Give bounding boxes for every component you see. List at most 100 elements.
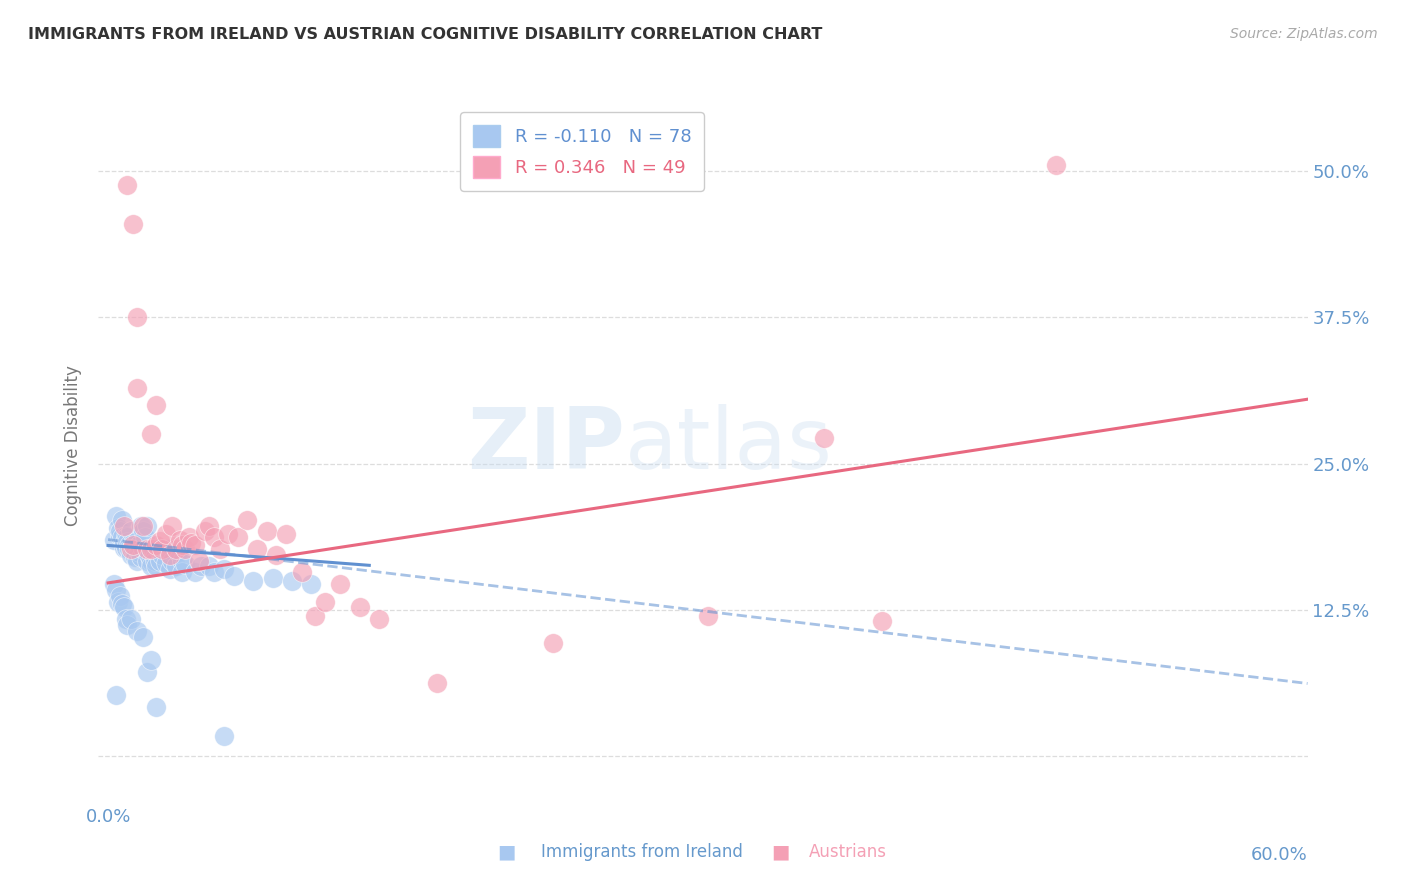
- Point: [179, 530, 201, 544]
- Point: [145, 538, 167, 552]
- Point: [132, 518, 155, 533]
- Point: [194, 524, 217, 539]
- Point: [1045, 158, 1067, 172]
- Text: 60.0%: 60.0%: [1251, 846, 1308, 863]
- Point: [149, 554, 172, 568]
- Point: [217, 526, 239, 541]
- Point: [188, 554, 211, 568]
- Point: [155, 526, 177, 541]
- Point: [127, 624, 149, 638]
- Text: atlas: atlas: [624, 404, 832, 488]
- Point: [274, 526, 297, 541]
- Point: [170, 566, 193, 580]
- Legend: R = -0.110   N = 78, R = 0.346   N = 49: R = -0.110 N = 78, R = 0.346 N = 49: [460, 112, 704, 191]
- Point: [160, 554, 183, 568]
- Point: [281, 574, 304, 588]
- Point: [145, 699, 167, 714]
- Point: [197, 518, 219, 533]
- Point: [107, 521, 129, 535]
- Point: [129, 518, 152, 533]
- Point: [813, 431, 835, 445]
- Point: [266, 548, 288, 562]
- Point: [169, 533, 191, 547]
- Point: [127, 533, 149, 548]
- Point: [166, 545, 188, 559]
- Point: [204, 530, 226, 544]
- Point: [349, 600, 371, 615]
- Text: Source: ZipAtlas.com: Source: ZipAtlas.com: [1230, 27, 1378, 41]
- Point: [170, 538, 193, 552]
- Point: [290, 566, 312, 580]
- Point: [870, 615, 893, 629]
- Point: [174, 541, 197, 556]
- Point: [132, 524, 155, 539]
- Point: [111, 530, 134, 544]
- Point: [104, 509, 127, 524]
- Point: [120, 548, 142, 562]
- Point: [104, 688, 127, 702]
- Point: [212, 562, 235, 576]
- Point: [262, 571, 284, 585]
- Point: [124, 545, 146, 559]
- Point: [160, 518, 183, 533]
- Point: [135, 554, 157, 568]
- Point: [148, 541, 170, 556]
- Point: [128, 538, 150, 552]
- Point: [112, 600, 135, 615]
- Point: [190, 559, 212, 574]
- Point: [242, 574, 264, 588]
- Point: [143, 554, 166, 568]
- Point: [104, 582, 127, 597]
- Point: [111, 513, 134, 527]
- Point: [204, 566, 226, 580]
- Point: [696, 608, 718, 623]
- Point: [132, 541, 155, 556]
- Point: [139, 559, 162, 574]
- Point: [128, 545, 150, 559]
- Point: [103, 577, 125, 591]
- Text: Immigrants from Ireland: Immigrants from Ireland: [541, 843, 744, 861]
- Point: [117, 535, 139, 549]
- Point: [135, 518, 157, 533]
- Point: [149, 533, 172, 548]
- Point: [165, 559, 187, 574]
- Point: [541, 635, 564, 649]
- Point: [226, 530, 249, 544]
- Point: [159, 548, 181, 562]
- Point: [114, 541, 136, 555]
- Point: [122, 538, 145, 552]
- Point: [139, 554, 162, 568]
- Point: [174, 557, 197, 571]
- Point: [114, 612, 136, 626]
- Point: [180, 536, 202, 550]
- Point: [112, 541, 135, 555]
- Point: [112, 518, 135, 533]
- Point: [157, 541, 180, 556]
- Point: [117, 618, 139, 632]
- Text: IMMIGRANTS FROM IRELAND VS AUSTRIAN COGNITIVE DISABILITY CORRELATION CHART: IMMIGRANTS FROM IRELAND VS AUSTRIAN COGN…: [28, 27, 823, 42]
- Point: [143, 550, 166, 565]
- Point: [246, 541, 269, 556]
- Point: [209, 541, 232, 556]
- Point: [145, 398, 167, 412]
- Point: [107, 594, 129, 608]
- Point: [124, 550, 146, 565]
- Point: [150, 548, 173, 562]
- Point: [159, 562, 181, 576]
- Point: [127, 554, 149, 568]
- Point: [108, 529, 131, 543]
- Point: [122, 536, 145, 550]
- Text: ■: ■: [496, 842, 516, 862]
- Point: [212, 729, 235, 743]
- Point: [304, 608, 326, 623]
- Point: [117, 530, 139, 544]
- Point: [256, 524, 278, 539]
- Point: [184, 538, 207, 552]
- Point: [138, 548, 160, 562]
- Point: [155, 556, 177, 570]
- Point: [150, 541, 173, 556]
- Point: [120, 541, 142, 556]
- Point: [236, 513, 259, 527]
- Point: [135, 665, 157, 679]
- Point: [145, 559, 167, 574]
